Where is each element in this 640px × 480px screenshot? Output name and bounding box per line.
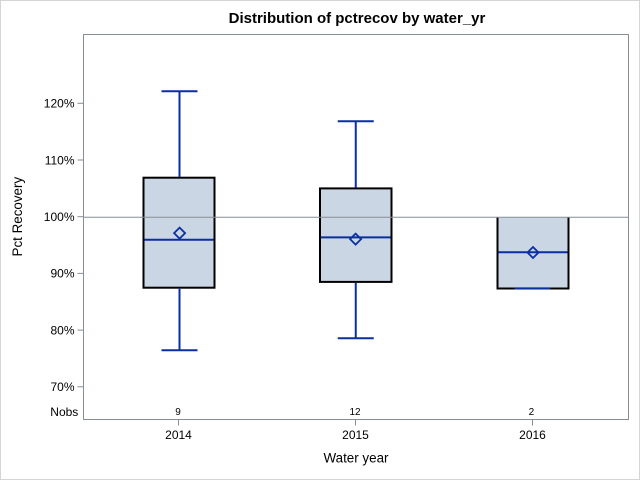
svg-text:Pct Recovery: Pct Recovery	[10, 177, 25, 257]
svg-text:9: 9	[175, 407, 181, 418]
svg-text:90%: 90%	[50, 267, 74, 281]
svg-text:2015: 2015	[342, 428, 369, 442]
svg-text:70%: 70%	[50, 380, 74, 394]
svg-text:Nobs: Nobs	[50, 405, 78, 419]
svg-text:110%: 110%	[45, 153, 75, 167]
svg-text:12: 12	[349, 407, 361, 418]
svg-text:100%: 100%	[44, 210, 75, 224]
svg-text:Water year: Water year	[324, 451, 390, 466]
svg-text:120%: 120%	[44, 97, 75, 111]
svg-text:2016: 2016	[519, 428, 546, 442]
svg-text:80%: 80%	[50, 323, 74, 337]
svg-text:Distribution of pctrecov by wa: Distribution of pctrecov by water_yr	[229, 10, 486, 27]
svg-text:2: 2	[529, 407, 535, 418]
svg-text:2014: 2014	[165, 428, 192, 442]
